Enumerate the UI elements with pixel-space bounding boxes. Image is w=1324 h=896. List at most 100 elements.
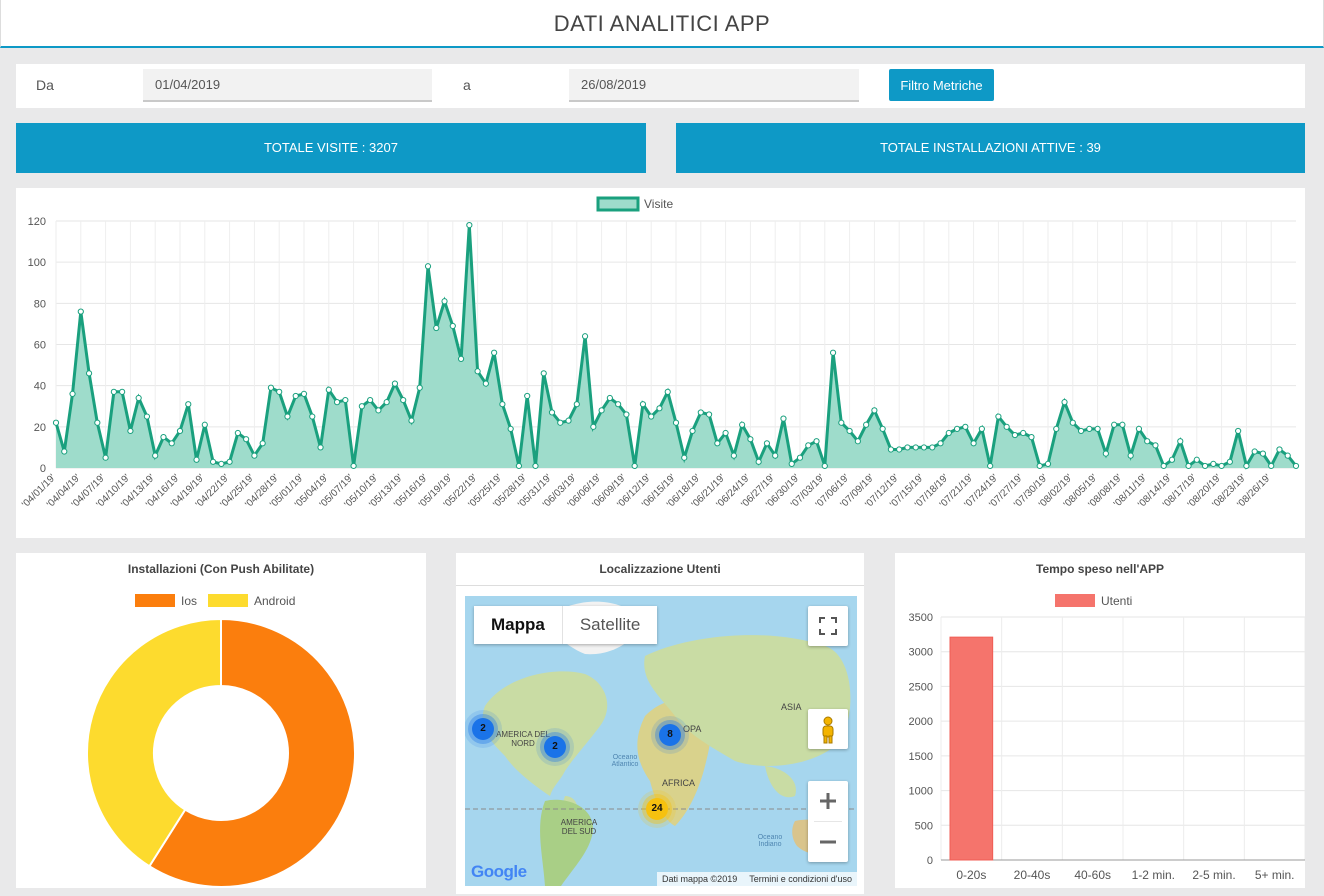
visits-data-point[interactable] (1268, 462, 1275, 470)
visits-data-point[interactable] (234, 429, 241, 437)
visits-data-point[interactable] (507, 425, 514, 432)
visits-data-point[interactable] (110, 388, 117, 395)
visits-data-point[interactable] (987, 462, 994, 470)
filter-metrics-button[interactable]: Filtro Metriche (889, 69, 994, 101)
visits-data-point[interactable] (689, 427, 696, 435)
visits-data-point[interactable] (672, 419, 680, 426)
visits-data-point[interactable] (515, 462, 523, 470)
visits-data-point[interactable] (722, 429, 729, 437)
visits-data-point[interactable] (276, 388, 283, 395)
visits-data-point[interactable] (829, 349, 837, 356)
visits-data-point[interactable] (1127, 452, 1134, 459)
visits-data-point[interactable] (863, 421, 870, 428)
visits-data-point[interactable] (441, 298, 448, 305)
visits-data-point[interactable] (681, 454, 688, 461)
visits-data-point[interactable] (995, 413, 1002, 420)
visits-data-point[interactable] (325, 386, 332, 393)
visits-data-point[interactable] (739, 421, 746, 428)
visits-data-point[interactable] (920, 444, 928, 451)
visits-data-point[interactable] (1218, 462, 1225, 470)
visits-data-point[interactable] (1069, 419, 1076, 426)
visits-data-point[interactable] (185, 401, 192, 408)
visits-data-point[interactable] (193, 456, 200, 463)
street-view-button[interactable] (808, 709, 848, 749)
visits-data-point[interactable] (466, 222, 473, 229)
visits-data-point[interactable] (697, 409, 704, 416)
visits-data-point[interactable] (606, 394, 613, 402)
visits-data-point[interactable] (1177, 438, 1184, 445)
donut-slice-android[interactable] (85, 617, 222, 868)
visits-data-point[interactable] (383, 399, 390, 406)
map-cluster-marker[interactable]: 24 (646, 798, 668, 820)
visits-data-point[interactable] (176, 427, 184, 435)
visits-data-point[interactable] (449, 322, 456, 330)
visits-data-point[interactable] (284, 413, 291, 420)
visits-data-point[interactable] (424, 263, 432, 270)
visits-data-point[interactable] (143, 413, 151, 420)
visits-data-point[interactable] (780, 415, 787, 422)
visits-data-point[interactable] (94, 419, 101, 426)
visits-data-point[interactable] (1243, 462, 1250, 470)
visits-data-point[interactable] (77, 308, 84, 315)
visits-data-point[interactable] (259, 440, 266, 447)
visits-data-point[interactable] (391, 380, 399, 387)
to-date-input[interactable] (569, 69, 859, 102)
visits-data-point[interactable] (152, 452, 159, 459)
visits-data-point[interactable] (590, 423, 597, 430)
visits-data-point[interactable] (201, 421, 208, 428)
visits-data-point[interactable] (1226, 458, 1233, 465)
visits-data-point[interactable] (243, 436, 250, 443)
visits-data-point[interactable] (1193, 456, 1200, 463)
visits-data-point[interactable] (160, 434, 167, 441)
visits-data-point[interactable] (1185, 462, 1192, 470)
map-terms-link[interactable]: Termini e condizioni d'uso (749, 874, 852, 884)
visits-data-point[interactable] (540, 370, 547, 377)
visits-data-point[interactable] (887, 446, 895, 453)
visits-data-point[interactable] (1276, 446, 1283, 453)
fullscreen-button[interactable] (808, 606, 848, 646)
visits-data-point[interactable] (317, 444, 324, 451)
visits-data-point[interactable] (854, 438, 861, 445)
visits-data-point[interactable] (367, 396, 374, 404)
visits-data-point[interactable] (978, 425, 985, 432)
visits-data-point[interactable] (1284, 452, 1291, 459)
visits-data-point[interactable] (937, 440, 944, 447)
visits-data-point[interactable] (1044, 460, 1052, 467)
visits-data-point[interactable] (499, 401, 506, 408)
visits-data-point[interactable] (292, 392, 299, 400)
visits-data-point[interactable] (904, 444, 911, 451)
visits-data-point[interactable] (408, 417, 415, 424)
visits-data-point[interactable] (433, 324, 440, 332)
visits-data-point[interactable] (648, 413, 655, 420)
visits-data-point[interactable] (1028, 434, 1035, 441)
visits-data-point[interactable] (251, 452, 258, 459)
from-date-input[interactable] (143, 69, 432, 102)
map-cluster-marker[interactable]: 8 (659, 724, 681, 746)
visits-data-point[interactable] (1111, 421, 1118, 428)
visits-data-point[interactable] (1135, 425, 1143, 432)
users-map[interactable]: AMERICA DEL NORD AMERICA DEL SUD AFRICA … (465, 596, 857, 886)
donut-slice-ios[interactable] (147, 617, 356, 888)
visits-data-point[interactable] (970, 440, 977, 447)
map-cluster-marker[interactable]: 2 (472, 718, 494, 740)
visits-data-point[interactable] (350, 462, 357, 470)
visits-data-point[interactable] (664, 388, 671, 395)
visits-data-point[interactable] (524, 392, 531, 400)
visits-data-point[interactable] (896, 446, 903, 453)
map-type-satellite-button[interactable]: Satellite (579, 615, 641, 634)
visits-data-point[interactable] (557, 419, 564, 426)
visits-data-point[interactable] (491, 349, 498, 356)
visits-data-point[interactable] (912, 444, 919, 451)
visits-data-point[interactable] (1053, 425, 1060, 432)
visits-data-point[interactable] (714, 440, 721, 447)
visits-data-point[interactable] (581, 333, 589, 340)
visits-data-point[interactable] (52, 419, 60, 426)
visits-data-point[interactable] (871, 407, 878, 414)
visits-data-point[interactable] (532, 462, 539, 470)
visits-data-point[interactable] (168, 440, 175, 447)
visits-data-point[interactable] (1036, 462, 1043, 470)
visits-data-point[interactable] (747, 436, 754, 443)
visits-data-point[interactable] (1119, 421, 1126, 428)
map-cluster-marker[interactable]: 2 (544, 736, 566, 758)
visits-data-point[interactable] (1077, 427, 1085, 435)
